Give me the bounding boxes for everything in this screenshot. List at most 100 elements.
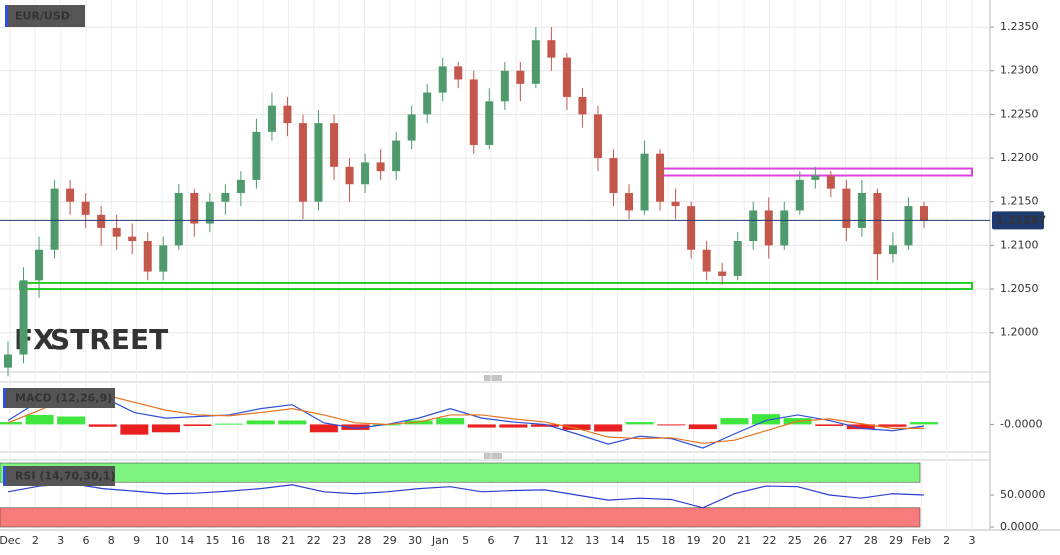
histogram-bar [688, 424, 717, 430]
oversold-band [0, 507, 921, 528]
y-tick-label: 1.2100 [1000, 238, 1039, 251]
x-tick-label: 29 [383, 534, 397, 547]
candle-body [888, 245, 897, 255]
x-tick-label: 2 [32, 534, 39, 547]
drag-handle[interactable] [484, 375, 502, 381]
candle-body [221, 192, 230, 202]
histogram-bar [878, 424, 907, 427]
candle-body [640, 153, 649, 211]
panel-title: MACD (12,26,9) [15, 392, 112, 405]
candle-body [578, 96, 587, 115]
candle-body [283, 105, 292, 124]
x-tick-label: 10 [155, 534, 169, 547]
drag-handle[interactable] [484, 453, 502, 459]
candle-body [314, 123, 323, 202]
histogram-bar [215, 423, 244, 425]
x-tick-label: Jan [431, 534, 449, 547]
histogram-bar [530, 424, 559, 427]
x-tick-label: 3 [969, 534, 976, 547]
candle-body [361, 162, 370, 185]
candle-body [485, 101, 494, 145]
candle-body [842, 188, 851, 228]
candle-body [516, 70, 525, 84]
histogram-bar [25, 414, 54, 425]
symbol-label: EUR/USD [15, 10, 70, 23]
x-tick-label: 30 [408, 534, 422, 547]
candle-body [500, 70, 509, 102]
histogram-bar [752, 414, 781, 425]
candle-body [718, 271, 727, 276]
histogram-bar [562, 424, 591, 430]
x-tick-label: 15 [636, 534, 650, 547]
histogram-bar [436, 418, 465, 425]
panel-title-box [3, 466, 115, 486]
candle-body [873, 192, 882, 255]
last-price-label: 1.21287 [996, 213, 1046, 226]
candle-body [609, 158, 618, 193]
histogram-bar [57, 416, 86, 425]
overbought-band [0, 462, 921, 483]
x-tick-label: 22 [762, 534, 776, 547]
x-tick-label: 27 [838, 534, 852, 547]
candle-body [330, 123, 339, 167]
x-tick-label: 19 [687, 534, 701, 547]
histogram-bar [720, 418, 749, 425]
histogram-bar [625, 422, 654, 425]
candle-body [190, 192, 199, 224]
panel-title: RSI (14,70,30,1) [15, 470, 115, 483]
indicator-line [7, 388, 925, 449]
x-tick-label: 20 [712, 534, 726, 547]
histogram-bar [120, 424, 149, 435]
histogram-bar [657, 424, 686, 426]
candle-body [469, 79, 478, 145]
histogram-bar [594, 424, 623, 432]
x-tick-label: 13 [585, 534, 599, 547]
candle-body [159, 245, 168, 272]
symbol-box [5, 5, 85, 27]
y-tick-label: 1.2150 [1000, 195, 1039, 208]
x-tick-label: 29 [889, 534, 903, 547]
y-tick-label: 0.0000 [1000, 520, 1039, 533]
candle-body [128, 236, 137, 242]
candle-body [547, 40, 556, 58]
x-tick-label: 16 [231, 534, 245, 547]
histogram-bar [815, 424, 844, 426]
x-tick-label: 14 [180, 534, 194, 547]
histogram-bar [0, 422, 22, 425]
x-tick-label: Feb [912, 534, 931, 547]
last-price-box [992, 211, 1044, 230]
candle-body [438, 66, 447, 93]
watermark: STREET [50, 323, 168, 356]
y-tick-label: 1.2050 [1000, 282, 1039, 295]
histogram-bar [467, 424, 496, 428]
candle-body [112, 227, 121, 237]
candle-body [81, 201, 90, 215]
x-tick-label: 22 [307, 534, 321, 547]
candle-body [671, 201, 680, 207]
x-tick-label: 25 [788, 534, 802, 547]
histogram-bar [341, 424, 370, 430]
x-tick-label: 18 [661, 534, 675, 547]
y-tick-label: -0.0000 [1000, 417, 1042, 430]
histogram-bar [246, 420, 275, 425]
histogram-bar [88, 424, 117, 427]
histogram-bar [183, 424, 212, 426]
candle-body [920, 206, 928, 221]
x-tick-label: 23 [332, 534, 346, 547]
candle-body [764, 210, 773, 246]
y-tick-label: 1.2200 [1000, 151, 1039, 164]
candle-body [795, 179, 804, 211]
panel-title-marker [3, 466, 6, 486]
candle-body [252, 131, 261, 180]
histogram-bar [151, 424, 180, 433]
y-tick-label: 1.2300 [1000, 64, 1039, 77]
indicator-line [7, 482, 925, 509]
histogram-bar [910, 422, 938, 425]
x-tick-label: 15 [206, 534, 220, 547]
y-tick-label: 1.2250 [1000, 107, 1039, 120]
x-tick-label: 11 [535, 534, 549, 547]
panel-title-marker [3, 388, 6, 408]
y-tick-label: 1.2350 [1000, 20, 1039, 33]
